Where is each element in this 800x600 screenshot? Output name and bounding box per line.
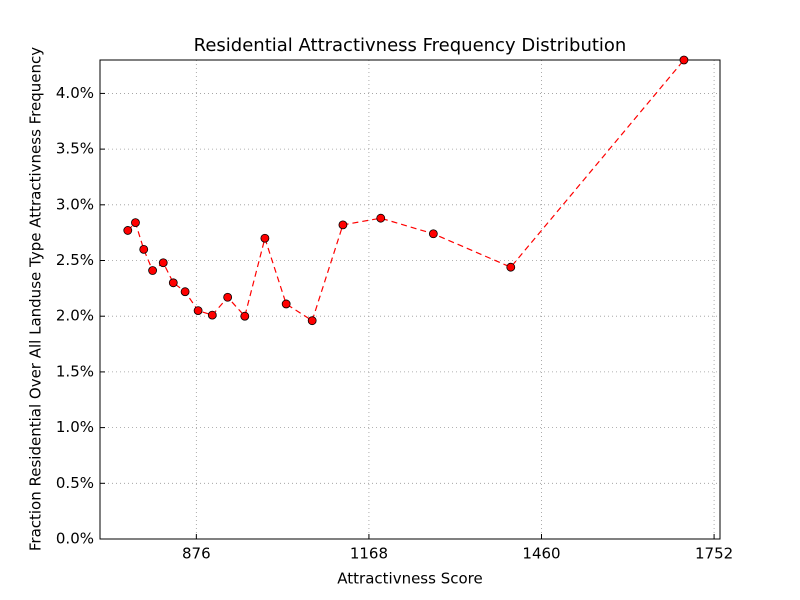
plot-frame <box>99 59 721 540</box>
y-tick-label: 2.0% <box>56 307 94 325</box>
x-axis-label: Attractivness Score <box>337 570 482 588</box>
x-tick-label: 1168 <box>350 545 388 563</box>
x-tick-label: 1752 <box>695 545 733 563</box>
y-tick-label: 1.0% <box>56 418 94 436</box>
data-point <box>240 311 250 321</box>
data-point <box>180 287 190 297</box>
x-tick-label: 1460 <box>522 545 560 563</box>
x-tick-label: 876 <box>182 545 211 563</box>
data-point <box>123 226 133 235</box>
data-point <box>223 292 233 302</box>
data-point <box>679 55 689 65</box>
data-point <box>207 310 217 320</box>
data-point <box>139 244 149 254</box>
y-tick-label: 4.0% <box>56 84 94 102</box>
data-point <box>193 306 203 316</box>
data-point <box>168 278 178 288</box>
y-tick-label: 3.0% <box>56 195 94 213</box>
data-point <box>158 258 168 268</box>
y-tick-label: 2.5% <box>56 251 94 269</box>
y-tick-label: 0.0% <box>56 530 94 548</box>
y-tick-label: 0.5% <box>56 474 94 492</box>
chart-title: Residential Attractivness Frequency Dist… <box>194 35 627 56</box>
data-point <box>307 316 317 326</box>
data-point <box>131 218 140 228</box>
y-axis-label: Fraction Residential Over All Landuse Ty… <box>27 47 45 551</box>
data-point <box>338 220 348 230</box>
y-tick-label: 1.5% <box>56 362 94 380</box>
data-point <box>260 233 270 243</box>
y-tick-label: 3.5% <box>56 140 94 158</box>
data-point <box>506 262 516 272</box>
data-point <box>376 213 386 223</box>
data-point <box>428 229 438 239</box>
data-point <box>281 299 291 309</box>
data-point <box>148 266 158 275</box>
